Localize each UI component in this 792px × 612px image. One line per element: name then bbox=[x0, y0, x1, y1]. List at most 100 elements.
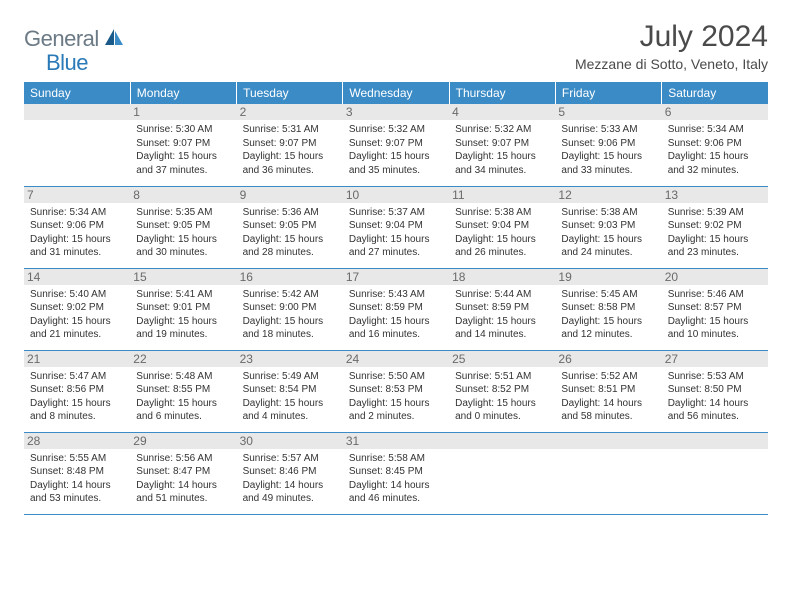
weekday-header: Saturday bbox=[662, 82, 768, 104]
day-number: 17 bbox=[343, 269, 449, 285]
weekday-header-row: SundayMondayTuesdayWednesdayThursdayFrid… bbox=[24, 82, 768, 104]
calendar-day-cell: 23 Sunrise: 5:49 AMSunset: 8:54 PMDayligh… bbox=[237, 350, 343, 432]
empty-day-header bbox=[662, 433, 768, 449]
day-details: Sunrise: 5:34 AMSunset: 9:06 PMDaylight:… bbox=[30, 206, 124, 260]
day-number: 11 bbox=[449, 187, 555, 203]
calendar-day-cell: 17 Sunrise: 5:43 AMSunset: 8:59 PMDayligh… bbox=[343, 268, 449, 350]
day-number: 28 bbox=[24, 433, 130, 449]
calendar-week-row: 21 Sunrise: 5:47 AMSunset: 8:56 PMDayligh… bbox=[24, 350, 768, 432]
empty-day-header bbox=[24, 104, 130, 120]
weekday-header: Wednesday bbox=[343, 82, 449, 104]
calendar-day-cell: 7 Sunrise: 5:34 AMSunset: 9:06 PMDaylight… bbox=[24, 186, 130, 268]
calendar-day-cell: 27 Sunrise: 5:53 AMSunset: 8:50 PMDayligh… bbox=[662, 350, 768, 432]
day-number: 19 bbox=[555, 269, 661, 285]
day-number: 7 bbox=[24, 187, 130, 203]
day-number: 16 bbox=[237, 269, 343, 285]
day-details: Sunrise: 5:48 AMSunset: 8:55 PMDaylight:… bbox=[136, 370, 230, 424]
page-title: July 2024 bbox=[575, 20, 768, 54]
calendar-day-cell: 21 Sunrise: 5:47 AMSunset: 8:56 PMDayligh… bbox=[24, 350, 130, 432]
day-details: Sunrise: 5:50 AMSunset: 8:53 PMDaylight:… bbox=[349, 370, 443, 424]
day-details: Sunrise: 5:47 AMSunset: 8:56 PMDaylight:… bbox=[30, 370, 124, 424]
day-details: Sunrise: 5:52 AMSunset: 8:51 PMDaylight:… bbox=[561, 370, 655, 424]
weekday-header: Friday bbox=[555, 82, 661, 104]
day-number: 8 bbox=[130, 187, 236, 203]
calendar-day-cell: 29Sunrise: 5:56 AMSunset: 8:47 PMDayligh… bbox=[130, 432, 236, 514]
day-details: Sunrise: 5:39 AMSunset: 9:02 PMDaylight:… bbox=[668, 206, 762, 260]
day-details: Sunrise: 5:45 AMSunset: 8:58 PMDaylight:… bbox=[561, 288, 655, 342]
weekday-header: Tuesday bbox=[237, 82, 343, 104]
empty-day-header bbox=[555, 433, 661, 449]
calendar-day-cell: 22 Sunrise: 5:48 AMSunset: 8:55 PMDayligh… bbox=[130, 350, 236, 432]
day-details: Sunrise: 5:57 AMSunset: 8:46 PMDaylight:… bbox=[243, 452, 337, 506]
calendar-day-cell: 2 Sunrise: 5:31 AMSunset: 9:07 PMDaylight… bbox=[237, 104, 343, 186]
day-details: Sunrise: 5:41 AMSunset: 9:01 PMDaylight:… bbox=[136, 288, 230, 342]
calendar-day-cell: 6 Sunrise: 5:34 AMSunset: 9:06 PMDaylight… bbox=[662, 104, 768, 186]
calendar-week-row: 28 Sunrise: 5:55 AMSunset: 8:48 PMDayligh… bbox=[24, 432, 768, 514]
day-details: Sunrise: 5:33 AMSunset: 9:06 PMDaylight:… bbox=[561, 123, 655, 177]
calendar-day-cell: 12 Sunrise: 5:38 AMSunset: 9:03 PMDayligh… bbox=[555, 186, 661, 268]
day-details: Sunrise: 5:42 AMSunset: 9:00 PMDaylight:… bbox=[243, 288, 337, 342]
day-number: 6 bbox=[662, 104, 768, 120]
day-number: 22 bbox=[130, 351, 236, 367]
calendar-day-cell: 16 Sunrise: 5:42 AMSunset: 9:00 PMDayligh… bbox=[237, 268, 343, 350]
logo-sail-icon bbox=[103, 27, 125, 52]
day-number: 23 bbox=[237, 351, 343, 367]
day-number: 27 bbox=[662, 351, 768, 367]
calendar-day-cell: 24Sunrise: 5:50 AMSunset: 8:53 PMDayligh… bbox=[343, 350, 449, 432]
calendar-day-cell: 1 Sunrise: 5:30 AMSunset: 9:07 PMDaylight… bbox=[130, 104, 236, 186]
calendar-day-cell bbox=[24, 104, 130, 186]
calendar-day-cell: 20Sunrise: 5:46 AMSunset: 8:57 PMDayligh… bbox=[662, 268, 768, 350]
day-number: 12 bbox=[555, 187, 661, 203]
location-label: Mezzane di Sotto, Veneto, Italy bbox=[575, 56, 768, 72]
day-details: Sunrise: 5:30 AMSunset: 9:07 PMDaylight:… bbox=[136, 123, 230, 177]
logo-text-2: Blue bbox=[46, 50, 88, 76]
day-number: 14 bbox=[24, 269, 130, 285]
calendar-day-cell: 31Sunrise: 5:58 AMSunset: 8:45 PMDayligh… bbox=[343, 432, 449, 514]
header: General Blue July 2024 Mezzane di Sotto,… bbox=[24, 20, 768, 76]
calendar-day-cell: 10Sunrise: 5:37 AMSunset: 9:04 PMDayligh… bbox=[343, 186, 449, 268]
calendar-day-cell: 18Sunrise: 5:44 AMSunset: 8:59 PMDayligh… bbox=[449, 268, 555, 350]
day-number: 26 bbox=[555, 351, 661, 367]
calendar-day-cell: 4Sunrise: 5:32 AMSunset: 9:07 PMDaylight… bbox=[449, 104, 555, 186]
day-details: Sunrise: 5:53 AMSunset: 8:50 PMDaylight:… bbox=[668, 370, 762, 424]
calendar-day-cell bbox=[449, 432, 555, 514]
calendar-week-row: 14 Sunrise: 5:40 AMSunset: 9:02 PMDayligh… bbox=[24, 268, 768, 350]
weekday-header: Thursday bbox=[449, 82, 555, 104]
day-details: Sunrise: 5:38 AMSunset: 9:04 PMDaylight:… bbox=[455, 206, 549, 260]
day-number: 3 bbox=[343, 104, 449, 120]
day-number: 31 bbox=[343, 433, 449, 449]
day-details: Sunrise: 5:36 AMSunset: 9:05 PMDaylight:… bbox=[243, 206, 337, 260]
day-details: Sunrise: 5:49 AMSunset: 8:54 PMDaylight:… bbox=[243, 370, 337, 424]
day-number: 1 bbox=[130, 104, 236, 120]
calendar-day-cell: 26 Sunrise: 5:52 AMSunset: 8:51 PMDayligh… bbox=[555, 350, 661, 432]
day-details: Sunrise: 5:43 AMSunset: 8:59 PMDaylight:… bbox=[349, 288, 443, 342]
calendar-body: 1 Sunrise: 5:30 AMSunset: 9:07 PMDaylight… bbox=[24, 104, 768, 514]
day-details: Sunrise: 5:35 AMSunset: 9:05 PMDaylight:… bbox=[136, 206, 230, 260]
day-details: Sunrise: 5:55 AMSunset: 8:48 PMDaylight:… bbox=[30, 452, 124, 506]
day-details: Sunrise: 5:32 AMSunset: 9:07 PMDaylight:… bbox=[349, 123, 443, 177]
calendar-day-cell: 30Sunrise: 5:57 AMSunset: 8:46 PMDayligh… bbox=[237, 432, 343, 514]
calendar-day-cell: 11 Sunrise: 5:38 AMSunset: 9:04 PMDayligh… bbox=[449, 186, 555, 268]
day-number: 25 bbox=[449, 351, 555, 367]
calendar-day-cell: 8 Sunrise: 5:35 AMSunset: 9:05 PMDaylight… bbox=[130, 186, 236, 268]
day-details: Sunrise: 5:56 AMSunset: 8:47 PMDaylight:… bbox=[136, 452, 230, 506]
day-details: Sunrise: 5:38 AMSunset: 9:03 PMDaylight:… bbox=[561, 206, 655, 260]
day-number: 20 bbox=[662, 269, 768, 285]
calendar-table: SundayMondayTuesdayWednesdayThursdayFrid… bbox=[24, 82, 768, 515]
day-number: 5 bbox=[555, 104, 661, 120]
weekday-header: Monday bbox=[130, 82, 236, 104]
day-details: Sunrise: 5:34 AMSunset: 9:06 PMDaylight:… bbox=[668, 123, 762, 177]
day-number: 13 bbox=[662, 187, 768, 203]
calendar-day-cell: 3 Sunrise: 5:32 AMSunset: 9:07 PMDaylight… bbox=[343, 104, 449, 186]
day-number: 21 bbox=[24, 351, 130, 367]
weekday-header: Sunday bbox=[24, 82, 130, 104]
calendar-day-cell: 5 Sunrise: 5:33 AMSunset: 9:06 PMDaylight… bbox=[555, 104, 661, 186]
day-details: Sunrise: 5:40 AMSunset: 9:02 PMDaylight:… bbox=[30, 288, 124, 342]
calendar-day-cell bbox=[662, 432, 768, 514]
empty-day-header bbox=[449, 433, 555, 449]
day-number: 10 bbox=[343, 187, 449, 203]
calendar-day-cell: 15Sunrise: 5:41 AMSunset: 9:01 PMDayligh… bbox=[130, 268, 236, 350]
calendar-week-row: 1 Sunrise: 5:30 AMSunset: 9:07 PMDaylight… bbox=[24, 104, 768, 186]
day-number: 2 bbox=[237, 104, 343, 120]
day-details: Sunrise: 5:31 AMSunset: 9:07 PMDaylight:… bbox=[243, 123, 337, 177]
